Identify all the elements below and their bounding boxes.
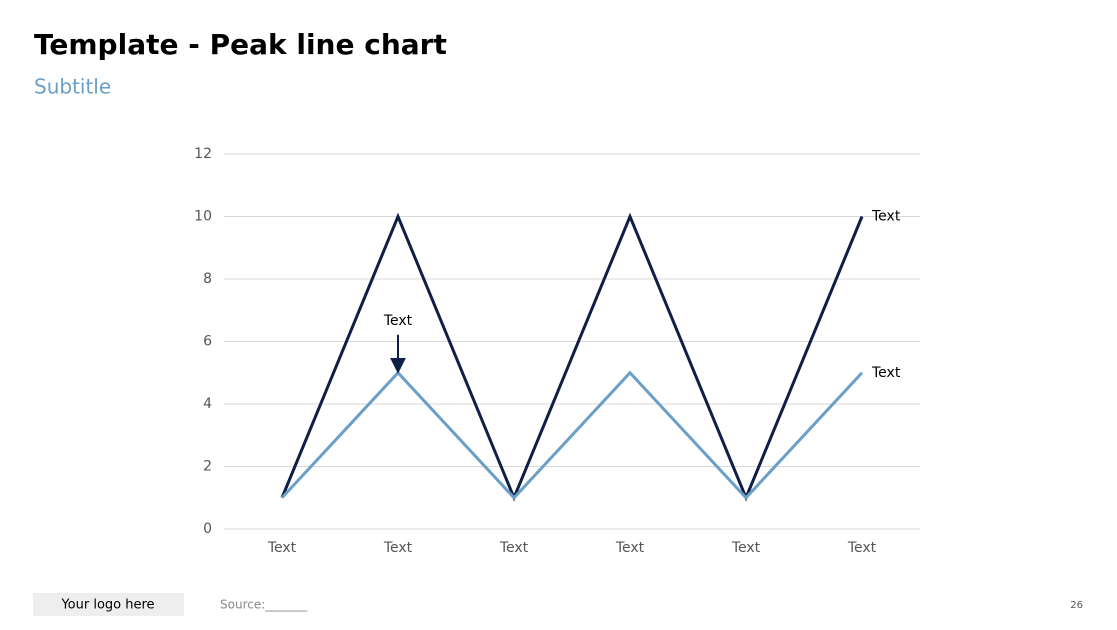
series-label: Text (871, 209, 901, 225)
series-label: Text (871, 365, 901, 381)
x-tick-label: Text (383, 540, 413, 556)
series-line (280, 370, 864, 500)
logo-text: Your logo here (60, 598, 154, 613)
page-number: 26 (1070, 600, 1083, 611)
y-tick-label: 12 (194, 146, 212, 162)
y-tick-label: 8 (203, 271, 212, 287)
source: Source:_______ (220, 598, 308, 612)
chart-subtitle: Subtitle (34, 75, 111, 99)
x-tick-label: Text (615, 540, 645, 556)
y-tick-label: 4 (203, 396, 212, 412)
x-tick-label: Text (847, 540, 877, 556)
x-tick-label: Text (499, 540, 529, 556)
y-tick-label: 10 (194, 209, 212, 225)
y-tick-label: 6 (203, 334, 212, 350)
annotation: Text (383, 313, 413, 329)
chart-title: Template - Peak line chart (34, 28, 447, 61)
y-tick-label: 0 (203, 521, 212, 537)
logo-box (33, 593, 184, 616)
x-tick-label: Text (731, 540, 761, 556)
y-tick-label: 2 (203, 459, 212, 475)
series-line (280, 212, 864, 502)
x-tick-label: Text (267, 540, 297, 556)
